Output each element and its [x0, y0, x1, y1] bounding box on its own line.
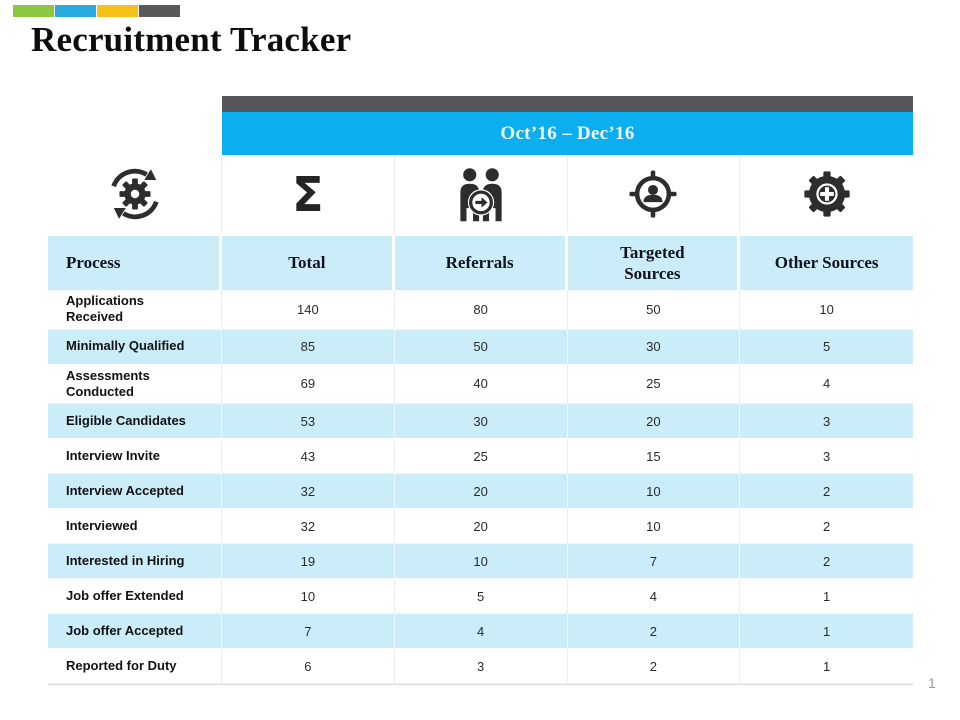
- page-title: Recruitment Tracker: [31, 20, 352, 59]
- table-row: Job offer Extended 10 5 4 1: [48, 579, 913, 614]
- row-value: 4: [823, 376, 831, 392]
- row-value: 43: [222, 439, 395, 473]
- icon-row: Σ: [48, 155, 913, 232]
- accent-bar: [13, 5, 180, 17]
- row-value: 1: [823, 588, 831, 604]
- table-row: Interview Accepted 32 20 10 2: [48, 474, 913, 509]
- row-value: 53: [222, 404, 395, 438]
- column-header-total: Total: [222, 236, 395, 290]
- table-row: Minimally Qualified 85 50 30 5: [48, 329, 913, 365]
- column-header-targeted-sources: Targeted Sources: [567, 236, 741, 290]
- row-value: 2: [568, 614, 741, 648]
- row-label: Interview Invite: [48, 439, 222, 473]
- row-value: 7: [222, 614, 395, 648]
- row-value: 3: [823, 448, 831, 464]
- row-value: 1: [823, 623, 831, 639]
- row-value: 5: [823, 339, 831, 354]
- period-header: Oct’16 – Dec’16: [222, 112, 913, 155]
- accent-segment: [139, 5, 180, 17]
- accent-segment: [55, 5, 96, 17]
- row-value: 3: [823, 413, 831, 429]
- period-label: Oct’16 – Dec’16: [500, 122, 635, 144]
- row-label: Job offer Extended: [48, 579, 222, 613]
- row-value: 10: [222, 579, 395, 613]
- row-label: Interviewed: [48, 509, 222, 543]
- table-row: Eligible Candidates 53 30 20 3: [48, 404, 913, 439]
- row-value: 2: [823, 518, 831, 534]
- row-value: 80: [395, 290, 568, 329]
- table-row: Interested in Hiring 19 10 7 2: [48, 544, 913, 579]
- row-value: 25: [395, 439, 568, 473]
- header-row: Process Total Referrals Targeted Sources…: [48, 236, 913, 290]
- column-header-referrals: Referrals: [394, 236, 568, 290]
- row-value: 4: [568, 579, 741, 613]
- row-label: Job offer Accepted: [48, 614, 222, 648]
- row-value: 4: [395, 614, 568, 648]
- row-value: 25: [568, 364, 741, 403]
- row-value: 1: [823, 658, 831, 674]
- row-value: 10: [395, 544, 568, 578]
- table-row: Interviewed 32 20 10 2: [48, 509, 913, 544]
- gear-plus-icon: [740, 155, 913, 232]
- table-row: Applications Received 140 80 50 10: [48, 290, 913, 330]
- row-value: 32: [222, 509, 395, 543]
- row-value: 2: [823, 483, 831, 499]
- recruitment-table: Oct’16 – Dec’16: [48, 96, 913, 685]
- row-value: 10: [819, 301, 834, 317]
- row-label: Assessments Conducted: [48, 364, 222, 403]
- row-value: 3: [395, 649, 568, 683]
- row-value: 30: [395, 404, 568, 438]
- row-label: Applications Received: [48, 290, 222, 329]
- row-value: 30: [568, 329, 741, 364]
- row-value: 50: [395, 329, 568, 364]
- row-value: 50: [568, 290, 741, 329]
- process-sync-icon: [48, 155, 222, 232]
- row-label: Interview Accepted: [48, 474, 222, 508]
- row-value: 69: [222, 364, 395, 403]
- row-value: 10: [568, 509, 741, 543]
- accent-segment: [97, 5, 138, 17]
- column-header-process: Process: [48, 236, 222, 290]
- row-value: 15: [568, 439, 741, 473]
- row-label: Interested in Hiring: [48, 544, 222, 578]
- sigma-icon: Σ: [222, 155, 395, 232]
- row-value: 2: [823, 553, 831, 569]
- row-value: 2: [568, 649, 741, 683]
- column-header-other-sources: Other Sources: [740, 236, 913, 290]
- row-value: 40: [395, 364, 568, 403]
- table-body: Applications Received 140 80 50 10 Minimally …: [48, 290, 913, 685]
- table-row: Reported for Duty 6 3 2 1: [48, 649, 913, 684]
- row-label: Eligible Candidates: [48, 404, 222, 438]
- row-label: Reported for Duty: [48, 649, 222, 683]
- row-value: 20: [568, 404, 741, 438]
- row-value: 140: [222, 290, 395, 329]
- row-label: Minimally Qualified: [48, 329, 222, 364]
- targeted-sources-icon: [567, 155, 741, 232]
- table-row: Interview Invite 43 25 15 3: [48, 439, 913, 474]
- accent-segment: [13, 5, 54, 17]
- row-value: 20: [395, 474, 568, 508]
- period-top-band: [222, 96, 913, 112]
- row-value: 5: [395, 579, 568, 613]
- period-header-band: Oct’16 – Dec’16: [222, 96, 913, 155]
- referrals-icon: [394, 155, 568, 232]
- row-value: 7: [568, 544, 741, 578]
- row-value: 6: [222, 649, 395, 683]
- page-number: 1: [928, 675, 936, 691]
- row-value: 32: [222, 474, 395, 508]
- table-row: Assessments Conducted 69 40 25 4: [48, 364, 913, 404]
- row-value: 85: [222, 329, 395, 364]
- row-value: 19: [222, 544, 395, 578]
- row-value: 20: [395, 509, 568, 543]
- table-row: Job offer Accepted 7 4 2 1: [48, 614, 913, 649]
- row-value: 10: [568, 474, 741, 508]
